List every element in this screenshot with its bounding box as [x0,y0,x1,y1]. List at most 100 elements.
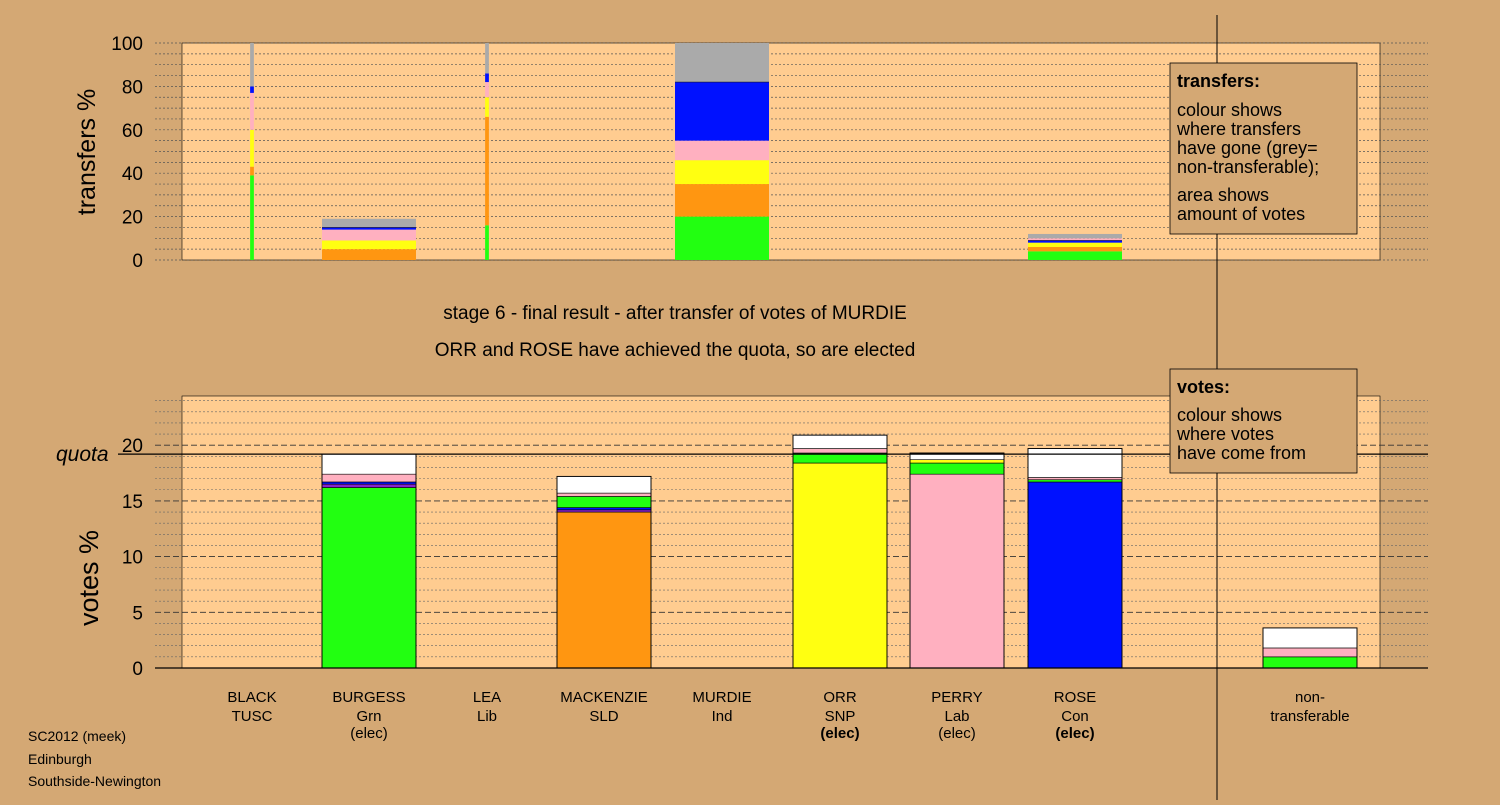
votes-y-tick-label: 20 [122,436,143,457]
candidate-party: SLD [589,708,618,725]
votes-y-tick-label: 15 [122,492,143,513]
candidate-name: BLACK [227,689,276,706]
transfers-bar-segment [485,43,489,74]
votes-bar-segment [1262,656,1358,669]
transfers-bar-segment [322,227,416,230]
transfers-legend-line: non-transferable); [1177,157,1319,177]
votes-bar-segment [321,481,417,485]
transfers-bar-segment [485,225,489,260]
votes-bar-segment [1027,481,1123,669]
candidate-party: Lab [944,708,969,725]
transfers-y-label: transfers % [73,89,101,215]
votes-bar-segment [1027,479,1123,483]
transfers-y-ticks: 0 20 40 60 80 100 [111,34,143,272]
transfers-bar-segment [675,160,769,185]
transfers-bar-segment [322,249,416,260]
stage-subtitle: ORR and ROSE have achieved the quota, so… [435,340,916,361]
transfers-bar-segment [1028,233,1122,239]
transfers-bar-segment [485,82,489,98]
votes-legend-line: have come from [1177,443,1306,463]
transfers-legend-line: where transfers [1176,119,1301,139]
transfers-bar-segment [675,140,769,161]
transfers-y-tick-label: 80 [122,77,143,98]
stage-title: stage 6 - final result - after transfer … [443,303,907,324]
votes-bar-segment [1262,647,1358,658]
candidate-party: Con [1061,708,1089,725]
votes-bars [321,434,1358,669]
transfers-bar-segment [1028,240,1122,243]
transfers-bars [250,43,1122,260]
transfers-bar-segment [250,129,254,167]
footer-line: SC2012 (meek) [28,728,126,744]
candidate-name: ORR [823,689,857,706]
footer-line: Southside-Newington [28,773,161,789]
candidate-party: TUSC [232,708,273,725]
transfers-y-tick-label: 0 [132,251,143,272]
candidate-name: MURDIE [692,689,751,706]
transfers-bar-segment [322,218,416,228]
transfers-bar-segment [250,86,254,93]
votes-bar-segment [909,473,1005,669]
transfers-legend-line: have gone (grey= [1177,138,1318,158]
transfers-y-tick-label: 60 [122,121,143,142]
transfers-legend-line: area shows [1177,185,1269,205]
candidate-party: Grn [356,708,381,725]
transfers-bar-segment [675,216,769,260]
votes-bar-segment [556,492,652,497]
votes-bar-segment [909,462,1005,475]
candidate-name: ROSE [1054,689,1097,706]
votes-y-ticks: 0 5 10 15 20 [122,436,143,680]
transfers-bar-segment [675,43,769,83]
votes-bar-segment [556,511,652,669]
candidate-name: PERRY [931,689,982,706]
transfers-bar-segment [1028,238,1122,241]
votes-y-tick-label: 0 [132,659,143,680]
candidate-party: Ind [712,708,733,725]
votes-bar-segment [321,487,417,669]
candidate-status: (elec) [350,725,388,742]
votes-bar-segment [1027,448,1123,478]
votes-bar-segment [1027,477,1123,481]
transfers-bar-segment [250,166,254,176]
votes-bar-segment [792,462,888,669]
transfers-bar-segment [1028,251,1122,260]
candidate-name: BURGESS [332,689,405,706]
candidate-party: SNP [825,708,856,725]
candidate-status: (elec) [820,725,859,742]
candidate-name: MACKENZIE [560,689,648,706]
votes-bar-segment [556,509,652,513]
candidate-party: transferable [1270,708,1349,725]
transfers-y-tick-label: 100 [111,34,143,55]
votes-legend: votes: colour shows where votes have com… [1169,368,1358,474]
votes-legend-line: where votes [1176,424,1274,444]
votes-legend-line: colour shows [1177,405,1282,425]
votes-bar-segment [1262,627,1358,649]
transfers-bar-segment [1028,246,1122,252]
votes-bar-segment [792,434,888,449]
candidate-status: (elec) [1055,725,1094,742]
votes-y-label: votes % [74,530,104,626]
transfers-bar-segment [485,116,489,226]
transfers-legend-title: transfers: [1177,71,1260,91]
transfers-legend-line: amount of votes [1177,204,1305,224]
votes-bar-segment [321,453,417,475]
transfers-bar-segment [250,92,254,130]
votes-bar-segment [556,496,652,508]
candidate-labels: BLACK TUSC BURGESS Grn (elec) LEA Lib MA… [227,689,1349,742]
votes-bar-segment [321,473,417,483]
candidate-name: LEA [473,689,501,706]
votes-y-tick-label: 5 [132,603,143,624]
transfers-bar-segment [675,184,769,217]
quota-label: quota [56,443,109,466]
transfers-legend-line: colour shows [1177,100,1282,120]
votes-y-tick-label: 10 [122,548,143,569]
votes-bar-segment [556,476,652,494]
votes-legend-title: votes: [1177,377,1230,397]
transfers-bar-segment [485,97,489,117]
candidate-party: Lib [477,708,497,725]
votes-bar-segment [321,483,417,488]
candidate-status: (elec) [938,725,976,742]
candidate-name: non- [1295,689,1325,706]
